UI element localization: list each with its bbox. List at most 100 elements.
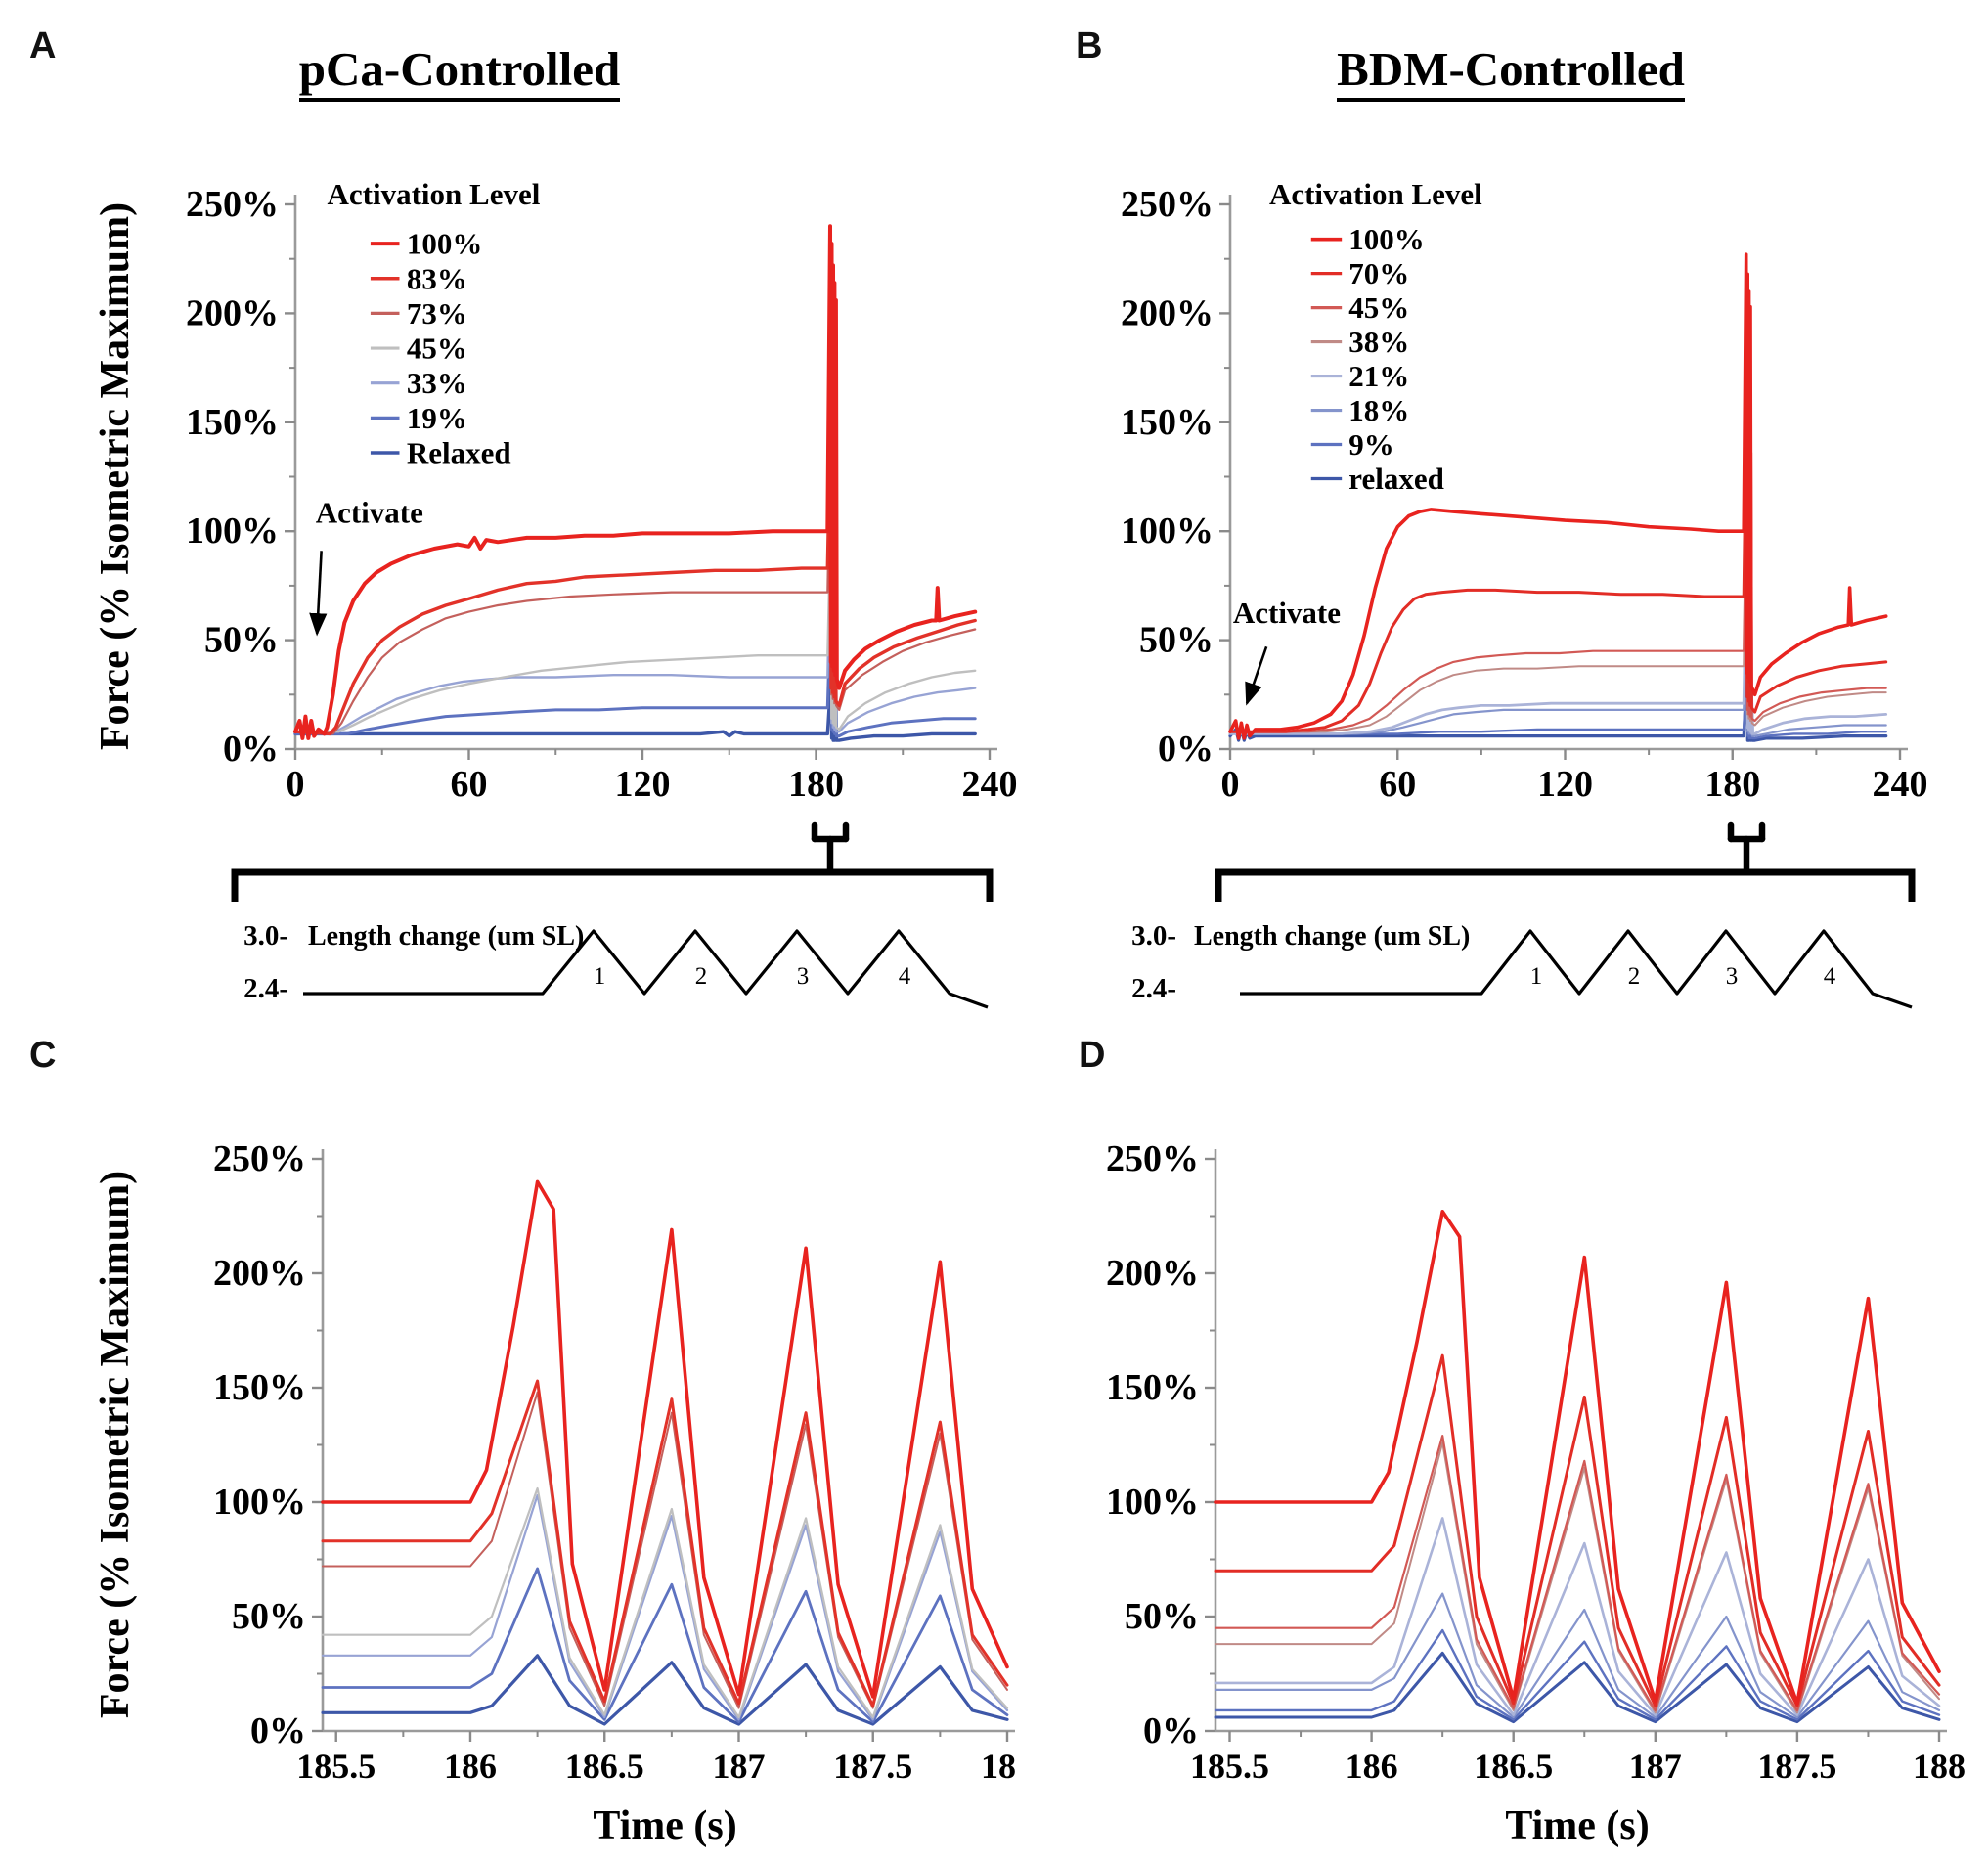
y-tick-label: 200% xyxy=(1121,292,1214,333)
trace-19pct xyxy=(321,1567,1009,1723)
trace-9pct xyxy=(1214,1628,1941,1721)
trace-100pct xyxy=(321,1179,1009,1699)
panel-a-letter: A xyxy=(29,25,57,66)
legend-label-100pct: 100% xyxy=(407,227,483,261)
x-tick-label: 240 xyxy=(1873,764,1928,805)
y-tick-label: 50% xyxy=(204,620,279,661)
ramp-number-3: 3 xyxy=(1726,963,1739,990)
zoom-window-bracket xyxy=(1215,868,1916,902)
legend: Activation Level 100%70%45%38%21%18%9%rel… xyxy=(1269,177,1482,496)
x-tick-label: 120 xyxy=(615,764,671,805)
zoom-window-clamp xyxy=(1727,821,1766,876)
x-tick-label: 60 xyxy=(1379,764,1416,805)
trace-Relaxed xyxy=(321,1654,1009,1726)
trace-100pct xyxy=(1214,1210,1941,1706)
legend-label-18pct: 18% xyxy=(1348,393,1409,427)
axes: 0% 50% 100% 150% 200% 250% 185.5 186 186.5 187 187… xyxy=(213,1138,1017,1786)
legend-label-38pct: 38% xyxy=(1348,325,1409,359)
trace-73pct xyxy=(322,1391,1008,1709)
length-ramp-trace xyxy=(303,929,989,1009)
trace-38pct xyxy=(1229,473,1887,733)
x-tick-label: 186 xyxy=(444,1747,497,1786)
length-bottom-tick-label: 2.4- xyxy=(1131,973,1176,1004)
y-tick-label: 50% xyxy=(232,1596,306,1637)
x-tick-label: 0 xyxy=(1221,764,1240,805)
length-change-strip-b: 3.0- 2.4- Length change (um SL) 1 2 3 4 xyxy=(1131,821,1916,1009)
traces xyxy=(1214,1210,1941,1724)
axes: 0% 50% 100% 150% 200% 250% 185.5 186 186.5 187 187… xyxy=(1106,1138,1966,1786)
ramp-number-1: 1 xyxy=(594,963,606,990)
activate-annotation: Activate xyxy=(309,495,423,637)
trace-45pct xyxy=(1228,466,1887,733)
length-bottom-tick-label: 2.4- xyxy=(243,973,288,1004)
x-tick-label: 186 xyxy=(1346,1747,1398,1786)
trace-relaxed xyxy=(1214,1651,1941,1724)
y-tick-label: 200% xyxy=(186,292,279,333)
trace-21pct xyxy=(1228,545,1888,735)
panel-d-chart: 0% 50% 100% 150% 200% 250% 185.5 186 186.5 187 187… xyxy=(1106,1138,1966,1848)
legend-label-70pct: 70% xyxy=(1348,256,1409,290)
activate-arrow xyxy=(1245,645,1268,706)
x-tick-label: 0 xyxy=(287,764,305,805)
trace-100pct xyxy=(293,224,978,740)
panel-c-letter: C xyxy=(29,1035,57,1076)
panel-a-title: pCa-Controlled xyxy=(298,43,621,102)
legend-label-33pct: 33% xyxy=(407,366,467,400)
activate-label: Activate xyxy=(1233,596,1341,630)
ramp-number-4: 4 xyxy=(899,963,911,990)
ramp-number-3: 3 xyxy=(797,963,810,990)
legend-label-83pct: 83% xyxy=(407,261,467,295)
y-tick-label: 150% xyxy=(213,1367,306,1408)
length-top-tick-label: 3.0- xyxy=(1131,920,1176,952)
panel-a-chart: 0% 50% 100% 150% 200% 250% 0 60 120 180 240 Activat… xyxy=(186,177,1017,805)
trace-18pct xyxy=(1214,1592,1941,1719)
length-ramp-trace xyxy=(1240,929,1913,1009)
x-tick-label: 187 xyxy=(1629,1747,1682,1786)
x-tick-label: 60 xyxy=(451,764,488,805)
traces xyxy=(1228,252,1888,742)
y-tick-label: 50% xyxy=(1139,620,1214,661)
ramp-number-4: 4 xyxy=(1824,963,1836,990)
traces xyxy=(293,224,978,742)
panel-b-title: BDM-Controlled xyxy=(1337,43,1685,102)
legend-label-45pct: 45% xyxy=(407,332,467,366)
y-tick-label: 250% xyxy=(1121,184,1214,225)
legend-title: Activation Level xyxy=(1269,177,1482,211)
legend-label-21pct: 21% xyxy=(1348,359,1409,393)
legend-label-relaxed: relaxed xyxy=(1348,462,1444,496)
legend-label-19pct: 19% xyxy=(407,401,467,435)
x-tick-label: 187.5 xyxy=(833,1747,912,1786)
panel-b-chart: 0% 50% 100% 150% 200% 250% 0 60 120 180 240 Activat… xyxy=(1121,177,1928,805)
length-top-tick-label: 3.0- xyxy=(243,920,288,952)
legend-title: Activation Level xyxy=(328,177,541,211)
legend: Activation Level 100%83%73%45%33%19%Relax… xyxy=(328,177,541,469)
y-tick-label: 0% xyxy=(1158,729,1214,770)
legend-label-100pct: 100% xyxy=(1348,222,1425,256)
x-tick-label: 180 xyxy=(1704,764,1760,805)
trace-38pct xyxy=(1215,1441,1940,1714)
y-tick-label: 250% xyxy=(186,184,279,225)
legend-label-Relaxed: Relaxed xyxy=(407,435,511,469)
panel-d-letter: D xyxy=(1079,1035,1106,1076)
zoom-window-clamp xyxy=(811,821,850,876)
length-change-caption: Length change (um SL) xyxy=(1194,921,1470,952)
panel-b-letter: B xyxy=(1076,25,1103,66)
y-tick-label: 150% xyxy=(1121,402,1214,443)
trace-45pct xyxy=(1214,1435,1941,1712)
y-tick-label: 250% xyxy=(1106,1138,1199,1179)
trace-19pct xyxy=(293,593,977,738)
x-tick-label: 186.5 xyxy=(565,1747,644,1786)
x-axis-title: Time (s) xyxy=(593,1803,736,1848)
legend-label-73pct: 73% xyxy=(407,296,467,331)
trace-73pct xyxy=(293,427,977,735)
y-tick-label: 100% xyxy=(213,1482,306,1523)
trace-21pct xyxy=(1214,1517,1941,1716)
y-tick-label: 150% xyxy=(186,402,279,443)
x-tick-label: 186.5 xyxy=(1474,1747,1553,1786)
x-tick-label: 185.5 xyxy=(1190,1747,1269,1786)
trace-18pct xyxy=(1228,617,1887,737)
axes: 0% 50% 100% 150% 200% 250% 0 60 120 180 240 xyxy=(1121,184,1928,805)
panel-b-title-wrap: BDM-Controlled xyxy=(1169,43,1853,102)
ramp-number-2: 2 xyxy=(695,963,708,990)
